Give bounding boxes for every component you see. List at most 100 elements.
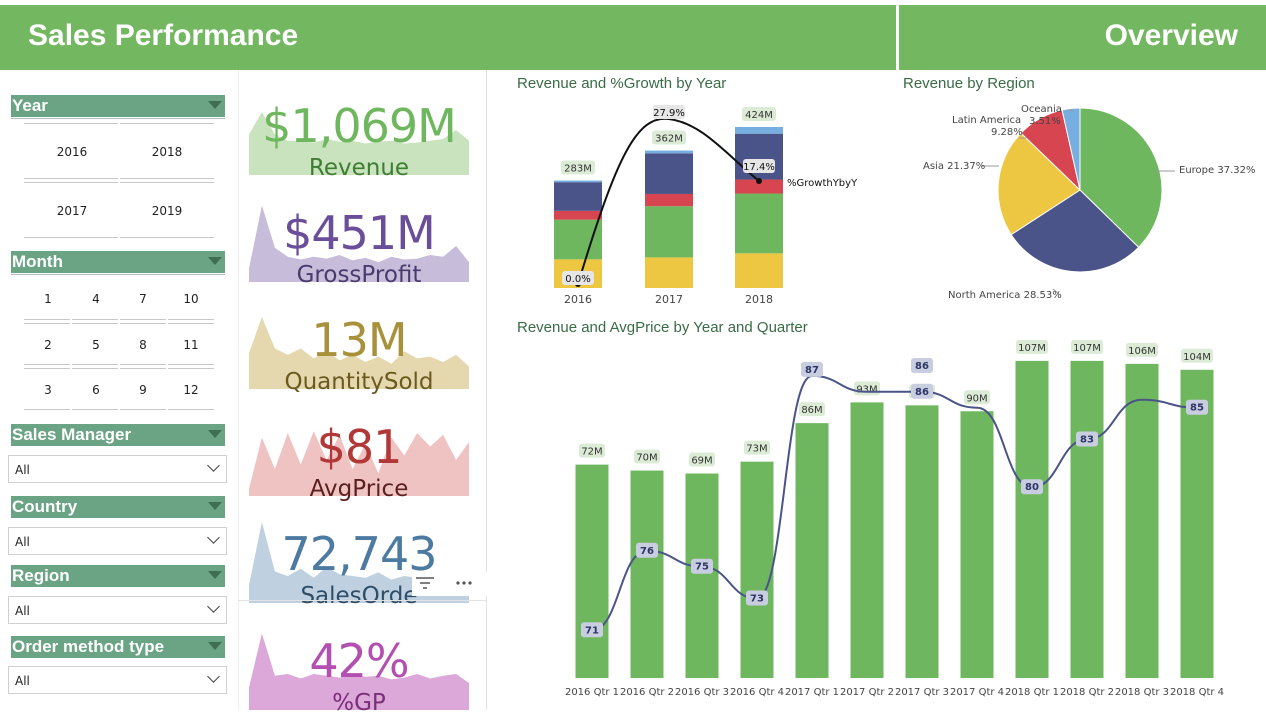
- kpi-card-avgprice[interactable]: $81 AvgPrice: [249, 406, 469, 511]
- kpi-card-grossprofit[interactable]: $451M GrossProfit: [249, 192, 469, 297]
- svg-text:27.9%: 27.9%: [653, 108, 685, 119]
- chevron-down-icon[interactable]: [207, 459, 220, 472]
- divider: [168, 368, 214, 369]
- month-tile-9[interactable]: 9: [139, 383, 147, 397]
- bar-2[interactable]: [685, 473, 719, 678]
- bar-segment-2018-2[interactable]: [735, 179, 783, 194]
- bar-1[interactable]: [630, 470, 664, 678]
- month-tile-1[interactable]: 1: [44, 292, 52, 306]
- chevron-down-icon[interactable]: [208, 101, 222, 109]
- bar-segment-2016-2[interactable]: [554, 210, 602, 220]
- month-slicer-header[interactable]: Month: [11, 251, 225, 273]
- month-tile-8[interactable]: 8: [139, 338, 147, 352]
- country-dropdown[interactable]: All: [8, 527, 227, 555]
- filter-icon[interactable]: [412, 572, 492, 596]
- month-tile-11[interactable]: 11: [183, 338, 199, 352]
- bar-segment-2018-4[interactable]: [735, 127, 783, 134]
- sparkline-area: [249, 112, 469, 175]
- bar-segment-2017-2[interactable]: [645, 193, 693, 207]
- chevron-down-icon[interactable]: [208, 257, 222, 265]
- avgprice-label-1: 76: [636, 542, 658, 558]
- bar-segment-2017-4[interactable]: [645, 150, 693, 154]
- month-tile-2[interactable]: 2: [44, 338, 52, 352]
- kpi-label: QuantitySold: [284, 369, 434, 395]
- month-tile-12[interactable]: 12: [183, 383, 199, 397]
- kpi-card-quantitysold[interactable]: 13M QuantitySold: [249, 299, 469, 404]
- revenue-growth-chart[interactable]: 283M 2016 362M 2017 424M 2018 0.0% 27.9% 17.4% %G…: [517, 95, 877, 310]
- bar-segment-2016-1[interactable]: [554, 219, 602, 260]
- bar-9[interactable]: [1070, 360, 1104, 678]
- kpi-value: $1,069M: [262, 99, 457, 153]
- chevron-down-icon[interactable]: [207, 531, 220, 544]
- divider: [24, 368, 70, 369]
- svg-text:90M: 90M: [966, 393, 987, 404]
- sales-manager-slicer-header: Sales Manager: [11, 424, 225, 446]
- chevron-down-icon[interactable]: [207, 600, 220, 613]
- year-tile-2018[interactable]: 2018: [151, 145, 183, 159]
- pie-slice-4[interactable]: [1061, 107, 1081, 191]
- divider: [120, 368, 166, 369]
- year-tile-2016[interactable]: 2016: [56, 145, 88, 159]
- bar-7[interactable]: [960, 411, 994, 678]
- bar-label-9: 107M: [1071, 340, 1103, 354]
- bar-5[interactable]: [850, 402, 884, 678]
- sales-manager-dropdown[interactable]: All: [8, 455, 227, 483]
- kpi-card-%gp[interactable]: 42% %GP: [249, 620, 469, 725]
- bar-segment-2018-1[interactable]: [735, 193, 783, 254]
- bar-segment-2017-0[interactable]: [645, 257, 693, 288]
- chevron-down-icon[interactable]: [208, 502, 222, 510]
- bar-segment-2017-3[interactable]: [645, 153, 693, 194]
- year-tile-2017[interactable]: 2017: [56, 204, 88, 218]
- bar-segment-2018-0[interactable]: [735, 253, 783, 288]
- chevron-down-icon[interactable]: [207, 670, 220, 683]
- divider: [11, 118, 225, 119]
- kpi-card-revenue[interactable]: $1,069M Revenue: [249, 85, 469, 190]
- bar-segment-2016-4[interactable]: [554, 180, 602, 183]
- chevron-down-icon[interactable]: [208, 642, 222, 650]
- chevron-down-icon[interactable]: [208, 430, 222, 438]
- month-tile-6[interactable]: 6: [92, 383, 100, 397]
- line-series-label: %GrowthYbyY: [787, 178, 858, 189]
- bar-label-2: 69M: [689, 452, 715, 467]
- sparkline: [249, 633, 469, 710]
- bar-0[interactable]: [575, 464, 609, 678]
- revenue-quarter-chart[interactable]: 72M 2016 Qtr 1 70M 2016 Qtr 2 69M 2016 Qtr 3 7…: [517, 340, 1266, 710]
- divider: [11, 274, 225, 275]
- bar-segment-2016-3[interactable]: [554, 182, 602, 211]
- divider: [120, 178, 214, 179]
- total-label-text: 362M: [655, 134, 683, 145]
- bar-10[interactable]: [1125, 363, 1159, 678]
- bar-11[interactable]: [1180, 369, 1214, 678]
- bar-label-0: 72M: [579, 443, 605, 458]
- bar-4[interactable]: [795, 423, 829, 678]
- bar-segment-2017-1[interactable]: [645, 206, 693, 258]
- month-tile-5[interactable]: 5: [92, 338, 100, 352]
- revenue-region-pie[interactable]: Europe 37.32% North America 28.53% Asia 21…: [903, 95, 1266, 310]
- x-tick-label: 2016 Qtr 4: [730, 687, 784, 698]
- order-method-dropdown[interactable]: All: [8, 666, 227, 694]
- bar-6[interactable]: [905, 405, 939, 678]
- year-slicer-header[interactable]: Year: [11, 95, 225, 117]
- month-tile-7[interactable]: 7: [139, 292, 147, 306]
- order-method-slicer-header: Order method type: [11, 636, 225, 658]
- year-tile-2019[interactable]: 2019: [151, 204, 183, 218]
- pie-label: Asia 21.37%: [923, 161, 985, 172]
- bar-label-3: 73M: [744, 440, 770, 455]
- chevron-down-icon[interactable]: [208, 571, 222, 579]
- pie-slice-2[interactable]: [997, 132, 1081, 236]
- month-tile-4[interactable]: 4: [92, 292, 100, 306]
- leader-line: [1052, 288, 1060, 295]
- kpi-card-salesorde[interactable]: 72,743 SalesOrde: [249, 513, 469, 618]
- month-tile-10[interactable]: 10: [183, 292, 199, 306]
- divider: [24, 323, 70, 324]
- bar-3[interactable]: [740, 461, 774, 678]
- growth-label-1: 27.9%: [653, 105, 685, 119]
- divider: [168, 319, 214, 320]
- pie-slice-0[interactable]: [1079, 107, 1163, 249]
- bar-8[interactable]: [1015, 360, 1049, 678]
- divider: [24, 364, 70, 365]
- pie-slice-1[interactable]: [1010, 189, 1140, 273]
- region-dropdown[interactable]: All: [8, 596, 227, 624]
- month-tile-3[interactable]: 3: [44, 383, 52, 397]
- svg-text:86: 86: [915, 361, 929, 372]
